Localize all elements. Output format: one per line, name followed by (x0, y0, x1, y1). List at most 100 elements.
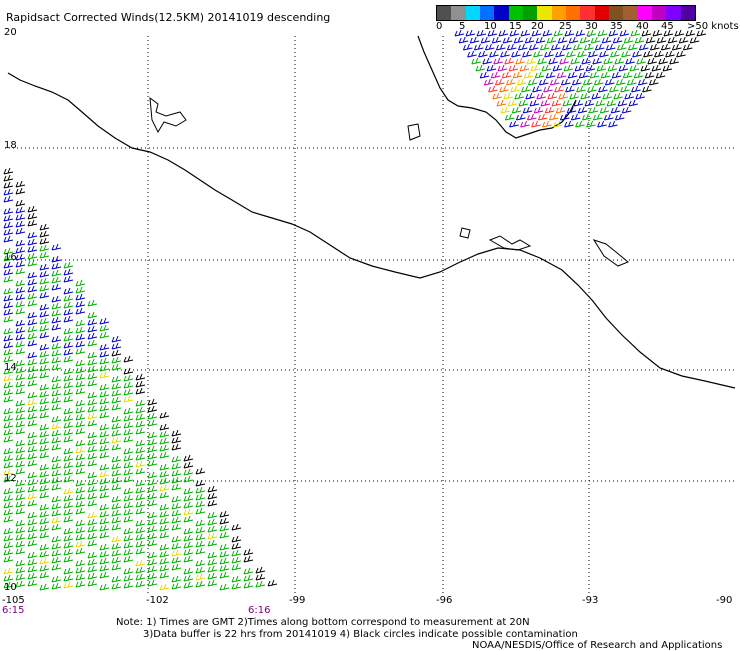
wind-barb (159, 524, 170, 532)
wind-barb (51, 309, 62, 317)
wind-barb (207, 551, 218, 559)
wind-barb (87, 452, 98, 460)
wind-barb (51, 403, 62, 411)
wind-barb (63, 508, 74, 516)
wind-barb (39, 310, 50, 318)
wind-barb (75, 366, 86, 374)
wind-barb (574, 64, 585, 72)
wind-barb (551, 99, 562, 107)
wind-barb (633, 71, 644, 79)
wind-barb (51, 295, 62, 303)
wind-barb (662, 64, 673, 72)
wind-barb (63, 421, 74, 429)
wind-barb (15, 267, 26, 275)
wind-barb (207, 539, 218, 547)
wind-barb (15, 526, 26, 534)
wind-barb (39, 477, 50, 485)
wind-barb (507, 99, 518, 107)
wind-barb (27, 292, 38, 300)
wind-barb (99, 411, 110, 419)
wind-barb (492, 92, 502, 100)
wind-barb (532, 85, 542, 93)
wind-barb (63, 374, 74, 382)
wind-barb (171, 575, 182, 583)
wind-barb (528, 43, 539, 51)
wind-barb (568, 36, 579, 44)
wind-barb (473, 43, 484, 51)
wind-barb (597, 29, 608, 37)
wind-barb (581, 113, 592, 121)
wind-barb (147, 551, 158, 559)
wind-barb (676, 50, 686, 58)
wind-barb (3, 341, 14, 349)
wind-barb (183, 487, 194, 495)
wind-barb (497, 64, 508, 72)
wind-barb (592, 57, 602, 65)
wind-barb (15, 439, 26, 447)
wind-barb (505, 78, 516, 86)
wind-barb (159, 491, 170, 499)
wind-barb (3, 327, 14, 335)
wind-barb (207, 518, 218, 526)
wind-barb (51, 276, 62, 284)
wind-barb (99, 317, 110, 325)
wind-barb (594, 43, 605, 51)
wind-barb (171, 542, 182, 550)
wind-barb (511, 106, 522, 114)
wind-barb (15, 279, 26, 287)
wind-barb (15, 347, 26, 355)
wind-barb (15, 380, 26, 388)
wind-barb (627, 43, 638, 51)
wind-barb (51, 436, 62, 444)
wind-barb (183, 508, 194, 516)
wind-barb (27, 358, 38, 366)
wind-barb (27, 391, 38, 399)
wind-barb (3, 348, 14, 356)
wind-barb (517, 43, 528, 51)
wind-barb (51, 342, 62, 350)
wind-barb (51, 255, 62, 263)
wind-barb (537, 57, 547, 65)
wind-barb (618, 64, 629, 72)
wind-barb (562, 99, 573, 107)
wind-barb (63, 468, 74, 476)
wind-barb (123, 468, 134, 476)
wind-barb (87, 551, 98, 559)
wind-barb (567, 71, 578, 79)
wind-barb (99, 444, 110, 452)
wind-barb (27, 445, 38, 453)
wind-barb (560, 78, 571, 86)
wind-barb (621, 106, 632, 114)
wind-barb (171, 509, 182, 517)
wind-barb (39, 557, 50, 565)
wind-barb (3, 367, 14, 375)
wind-barb (489, 50, 499, 58)
wind-barb (39, 324, 50, 332)
wind-barb (75, 519, 86, 527)
wind-barb (671, 43, 682, 51)
wind-barb (99, 350, 110, 358)
wind-barb (75, 340, 86, 348)
wind-barb (123, 487, 134, 495)
wind-barb (27, 499, 38, 507)
wind-barb (195, 533, 206, 541)
wind-barb (548, 57, 558, 65)
lon-label: -93 (582, 595, 599, 606)
wind-barb (243, 555, 254, 563)
wind-barb (495, 43, 506, 51)
wind-barb (87, 492, 98, 500)
wind-barb (559, 113, 570, 121)
wind-barb (39, 343, 50, 351)
wind-barb (111, 342, 122, 350)
wind-barb (87, 299, 98, 307)
lat-label: 12 (4, 473, 17, 484)
wind-barb (3, 487, 14, 495)
wind-barb (51, 582, 62, 590)
wind-barb (75, 479, 86, 487)
wind-barb (123, 421, 134, 429)
wind-barb (522, 106, 533, 114)
wind-barb (51, 243, 62, 251)
wind-barb (63, 461, 74, 469)
wind-barb (3, 435, 14, 443)
wind-barb (600, 71, 611, 79)
